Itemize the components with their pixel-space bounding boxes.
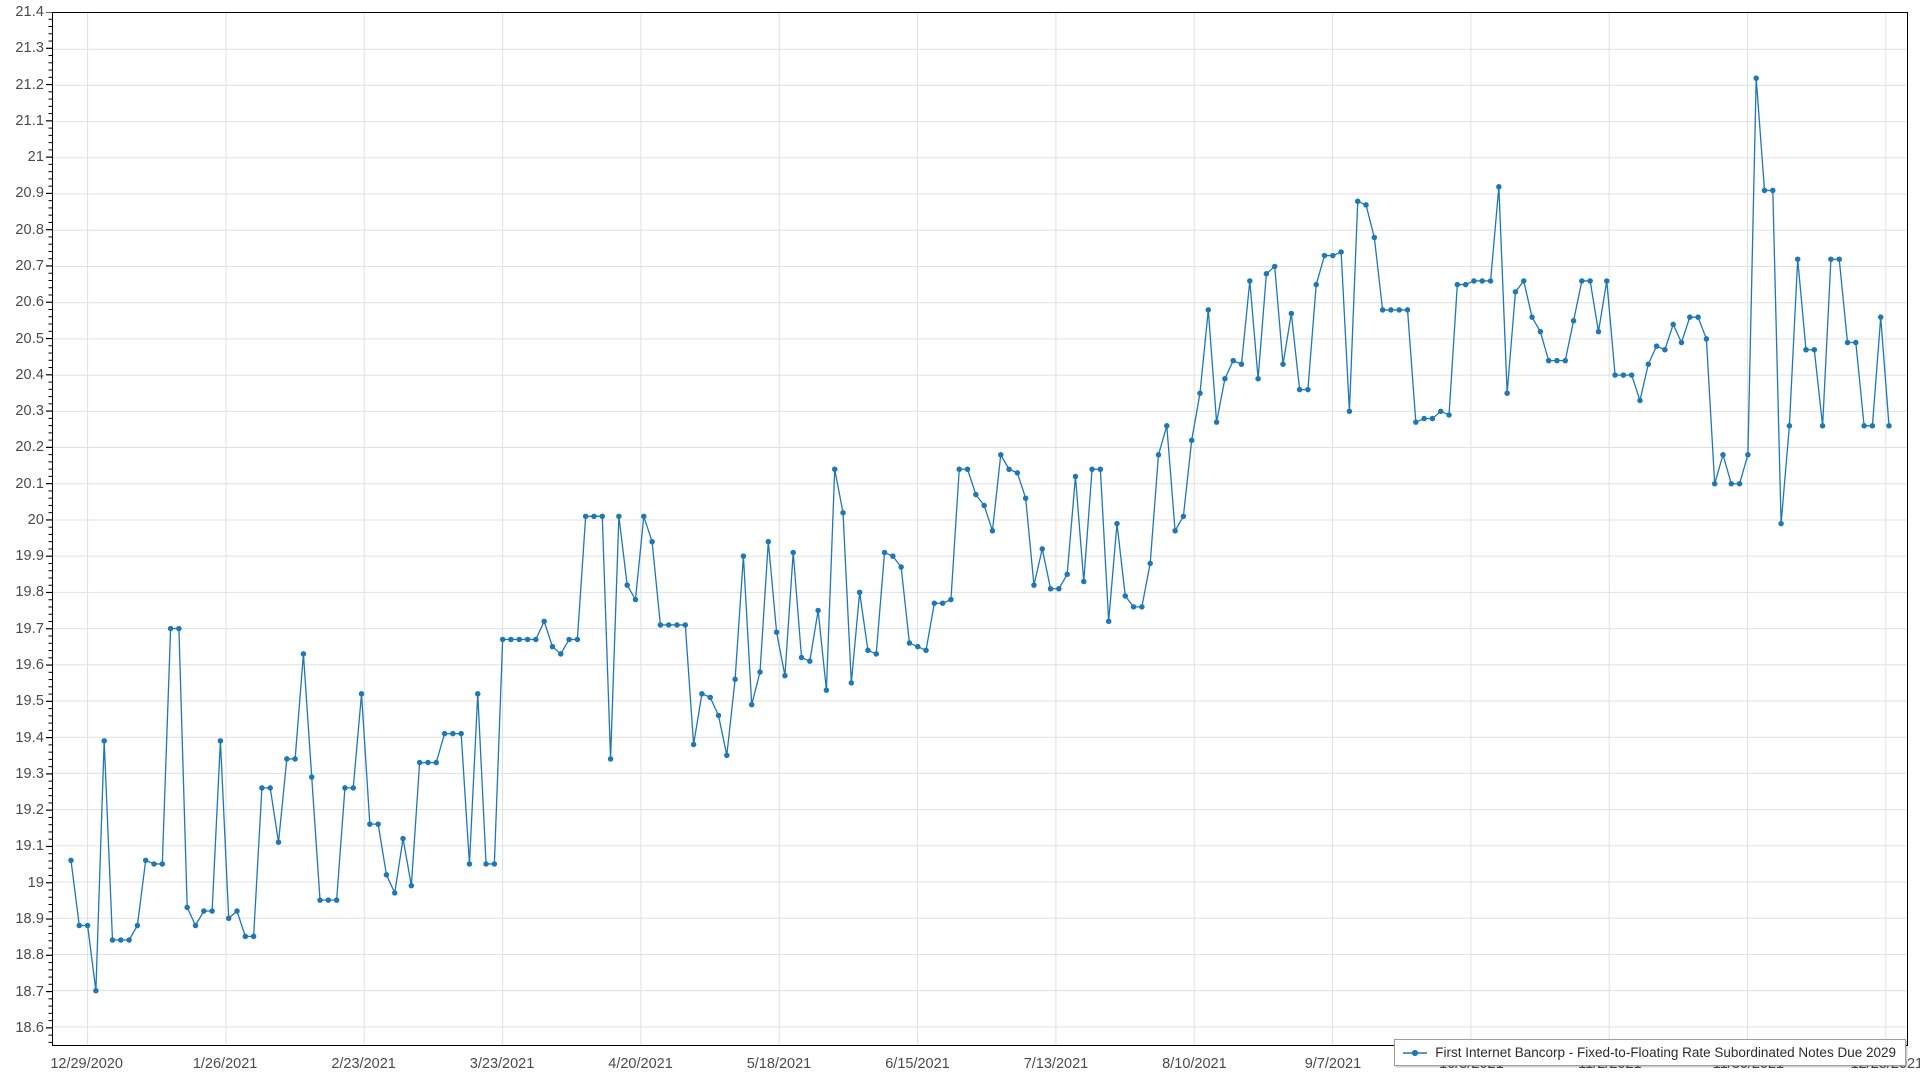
x-axis-tick-label: 9/7/2021 [1304,1056,1362,1072]
y-axis-tick-label: 20.6 [15,294,44,311]
x-axis-tick-label: 2/23/2021 [331,1056,396,1072]
y-axis-tick-label: 20.7 [15,257,44,274]
y-axis-tick-label: 20 [27,511,44,528]
y-axis-tick-label: 19.4 [15,729,44,746]
x-axis-tick-label: 6/15/2021 [885,1056,950,1072]
y-axis-tick-label: 19.1 [15,838,44,855]
y-axis-tick-label: 19 [27,874,44,891]
y-axis-tick-label: 20.8 [15,221,44,238]
chart-legend[interactable]: First Internet Bancorp - Fixed-to-Floati… [1394,1039,1906,1066]
gridlines [53,13,1907,1045]
y-axis-tick-label: 20.2 [15,439,44,456]
y-axis-tick-label: 19.8 [15,584,44,601]
x-axis-tick-label: 12/29/2020 [50,1056,123,1072]
y-axis-tick-label: 18.8 [15,947,44,964]
x-axis-tick-label: 1/26/2021 [192,1056,258,1072]
legend-entry-label: First Internet Bancorp - Fixed-to-Floati… [1435,1045,1896,1060]
y-axis-tick-label: 19.7 [15,620,44,637]
y-axis-tick-label: 18.6 [15,1019,44,1036]
y-axis-tick-label: 20.1 [15,475,44,492]
y-axis-tick-label: 21.3 [15,40,44,57]
data-series-layer [68,75,1892,994]
x-axis-tick-label: 8/10/2021 [1162,1056,1227,1072]
legend-line-marker-icon [1402,1047,1428,1059]
y-axis-tick-marks [46,12,53,1043]
x-axis-tick-label: 7/13/2021 [1023,1056,1089,1072]
plot-area [52,12,1908,1046]
y-axis-tick-label: 19.2 [15,802,44,819]
y-axis-tick-label: 19.6 [15,657,44,674]
x-axis-tick-label: 5/18/2021 [746,1056,812,1072]
y-axis-tick-label: 20.4 [15,366,44,383]
x-axis-tick-label: 4/20/2021 [608,1056,673,1072]
y-axis-tick-label: 19.9 [15,548,44,565]
y-axis-tick-label: 19.3 [15,765,44,782]
y-axis-tick-label: 20.3 [15,403,44,420]
y-axis-tick-label: 18.7 [15,983,44,1000]
y-axis-tick-label: 20.9 [15,185,44,202]
y-axis-tick-label: 21.4 [15,4,44,20]
y-axis-tick-label: 18.9 [15,911,44,928]
y-axis-tick-label: 19.5 [15,693,44,710]
x-axis-tick-label: 3/23/2021 [469,1056,535,1072]
y-axis-tick-labels: 21.4 21.3 21.2 21.1 21 20.9 20.8 20.7 20.6 20.5 20… [0,4,44,1046]
y-axis-tick-label: 20.5 [15,330,44,347]
y-axis-tick-label: 21.1 [15,112,44,129]
y-axis-tick-label: 21 [27,149,44,166]
y-axis-tick-label: 21.2 [15,76,44,93]
